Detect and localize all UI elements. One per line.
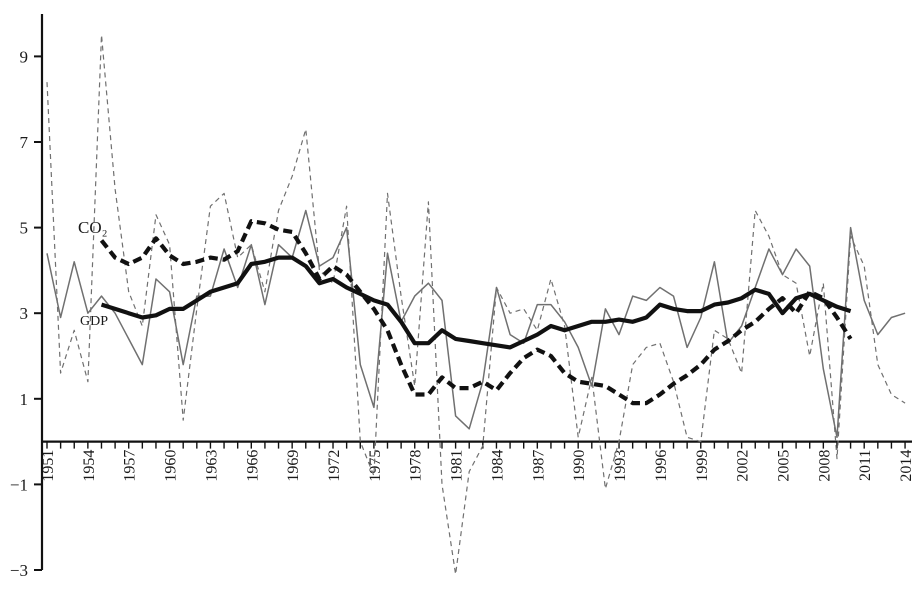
x-tick-label: 2014 xyxy=(898,450,915,482)
x-tick-label: 1966 xyxy=(244,450,261,482)
x-axis: 1951 1954 1957 1960 1963 1966 1969 1972 1975 1978… xyxy=(40,440,915,482)
x-tick-label: 1981 xyxy=(449,450,466,482)
x-tick-label: 1993 xyxy=(612,450,629,482)
x-tick-label: 1969 xyxy=(285,450,302,482)
x-tick-label: 1990 xyxy=(571,450,588,482)
y-tick-label: −3 xyxy=(10,561,28,580)
series-line-gdp_annual xyxy=(46,209,906,439)
series-label-gdp: GDP xyxy=(80,314,108,329)
x-tick-label: 1963 xyxy=(203,450,220,482)
x-tick-label: 2002 xyxy=(735,450,752,482)
x-tick-label: 1996 xyxy=(653,450,670,482)
series-line-co2_trend xyxy=(99,219,853,406)
y-tick-label: 9 xyxy=(20,47,29,66)
x-tick-label: 2011 xyxy=(857,450,874,481)
x-tick-label: 1984 xyxy=(489,450,506,482)
series-lines xyxy=(46,34,906,575)
series-line-gdp_trend xyxy=(100,255,852,350)
x-tick-label: 1978 xyxy=(408,450,425,482)
x-tick-label: 1999 xyxy=(694,450,711,482)
x-tick-label: 2005 xyxy=(775,450,792,482)
series-line-co2_annual xyxy=(46,34,906,575)
y-tick-label: 3 xyxy=(20,304,29,323)
x-tick-label: 1957 xyxy=(122,450,139,482)
x-tick-label: 1972 xyxy=(326,450,343,482)
y-tick-label: 5 xyxy=(20,219,29,238)
x-tick-label: 1987 xyxy=(530,450,547,482)
x-tick-label: 2008 xyxy=(816,450,833,482)
y-axis: −3 −1 1 3 5 7 9 xyxy=(10,14,44,580)
x-tick-label: 1975 xyxy=(367,450,384,482)
x-tick-label: 1954 xyxy=(81,450,98,482)
y-tick-label: 7 xyxy=(20,133,29,152)
x-tick-label: 1951 xyxy=(40,450,57,482)
series-label-co2: CO₂ xyxy=(78,218,108,237)
x-tick-label: 1960 xyxy=(163,450,180,482)
y-tick-label: −1 xyxy=(10,475,28,494)
y-tick-label: 1 xyxy=(20,390,29,409)
